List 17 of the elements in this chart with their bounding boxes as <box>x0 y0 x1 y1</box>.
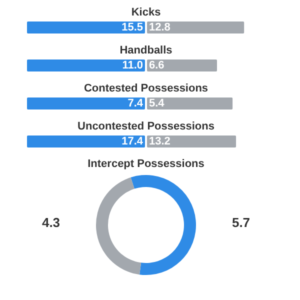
chart-title: Kicks <box>131 6 161 18</box>
donut-slice <box>130 175 196 275</box>
chart-title: Intercept Possessions <box>88 158 204 170</box>
data-label: 5.4 <box>149 98 166 110</box>
data-label: 7.4 <box>128 98 144 110</box>
data-label: 17.4 <box>122 136 144 148</box>
data-label: 6.6 <box>149 60 164 72</box>
data-label: 15.5 <box>122 22 143 34</box>
chart-title: Contested Possessions <box>84 82 208 94</box>
data-label: 5.7 <box>232 215 250 230</box>
chart-title: Handballs <box>120 44 172 56</box>
data-label: 4.3 <box>42 215 60 230</box>
chart-title: Uncontested Possessions <box>78 120 214 132</box>
data-label: 11.0 <box>122 60 143 72</box>
data-label: 12.8 <box>149 22 170 34</box>
donut-slice <box>96 177 142 275</box>
data-label: 13.2 <box>149 136 170 148</box>
